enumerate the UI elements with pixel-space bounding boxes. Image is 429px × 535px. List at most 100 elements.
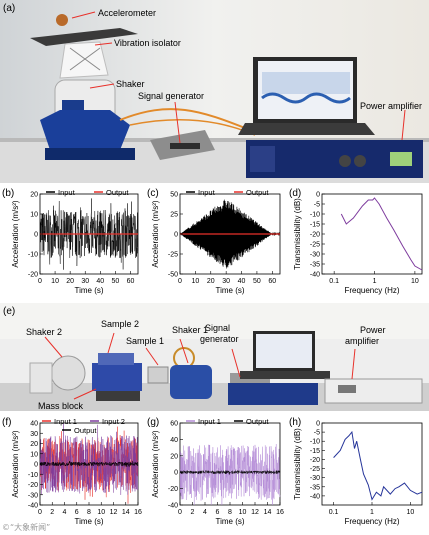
photo-a-illustration <box>0 0 429 183</box>
y-tick-label: 0 <box>316 421 320 428</box>
y-axis-label: Acceleration (m/s²) <box>151 200 160 267</box>
x-tick-label: 30 <box>81 278 89 285</box>
panel-label-h: (h) <box>289 417 301 428</box>
y-tick-label: 40 <box>170 437 178 444</box>
x-axis-label: Time (s) <box>215 286 244 295</box>
x-tick-label: 10 <box>191 278 199 285</box>
y-tick-label: 60 <box>170 421 178 428</box>
x-tick-label: 10 <box>51 278 59 285</box>
y-tick-label: -30 <box>28 492 38 499</box>
panel-label-b: (b) <box>2 188 14 199</box>
x-tick-label: 6 <box>75 509 79 516</box>
callout-shaker-1: Shaker 1 <box>172 325 209 335</box>
x-tick-label: 20 <box>66 278 74 285</box>
x-axis-label: Time (s) <box>215 517 244 526</box>
chart-g: (g) 0 2 4 6 8 10 12 14 16 -40 -20 0 20 40 60 Time (s) Acc… <box>147 417 284 526</box>
chart-d: (d) 0.1 1 10 -40 -35 -30 -25 -20 -15 -10 -5 0 Frequen… <box>289 188 423 295</box>
y-axis-label: Transmissibility (dB) <box>293 428 302 500</box>
legend-label: Output <box>106 188 129 197</box>
plot-frame <box>321 193 423 275</box>
panel-label-e: (e) <box>3 306 16 317</box>
x-tick-label: 0 <box>178 509 182 516</box>
x-tick-label: 60 <box>268 278 276 285</box>
y-tick-label: -50 <box>168 272 178 279</box>
x-tick-label: 0 <box>38 509 42 516</box>
x-tick-label: 2 <box>50 509 54 516</box>
chart-c: (c) 0 10 20 30 40 50 60 -50 -25 0 25 50 Time (s) Accel… <box>147 188 281 295</box>
x-tick-label: 40 <box>238 278 246 285</box>
photo-panel-e: (e) Shaker 2 Sample 2 Sample 1 Shaker 1 … <box>0 303 429 411</box>
y-tick-label: 20 <box>30 192 38 199</box>
y-tick-label: -20 <box>28 272 38 279</box>
x-axis-label: Frequency (Hz) <box>344 517 399 526</box>
legend-label: Input <box>198 188 216 197</box>
callout-generator: generator <box>200 334 239 344</box>
x-tick-label: 6 <box>216 509 220 516</box>
y-tick-label: -30 <box>310 475 320 482</box>
y-tick-label: -40 <box>310 493 320 500</box>
series-input-1 <box>179 443 281 506</box>
x-tick-label: 10 <box>97 509 105 516</box>
callout-amplifier: amplifier <box>345 336 380 346</box>
x-tick-label: 0.1 <box>329 278 339 285</box>
x-tick-label: 16 <box>134 509 142 516</box>
y-tick-label: -25 <box>168 252 178 259</box>
y-tick-label: -20 <box>310 232 320 239</box>
y-tick-label: -40 <box>168 503 178 510</box>
x-tick-label: 4 <box>63 509 67 516</box>
x-tick-label: 0.1 <box>329 509 339 516</box>
y-tick-label: 25 <box>170 212 178 219</box>
x-axis-label: Frequency (Hz) <box>344 286 399 295</box>
callout-sample-2: Sample 2 <box>101 319 140 329</box>
panel-label-f: (f) <box>2 417 11 428</box>
y-tick-label: -25 <box>310 242 320 249</box>
y-axis-label: Acceleration (m/s²) <box>11 430 20 497</box>
x-tick-label: 1 <box>370 509 374 516</box>
callout-shaker-2: Shaker 2 <box>26 327 63 337</box>
callout-mass-block: Mass block <box>38 401 84 411</box>
series-0 <box>340 197 423 271</box>
y-tick-label: 0 <box>34 462 38 469</box>
y-tick-label: -20 <box>28 482 38 489</box>
x-tick-label: 0 <box>178 278 182 285</box>
x-tick-label: 40 <box>96 278 104 285</box>
x-tick-label: 20 <box>207 278 215 285</box>
y-tick-label: -5 <box>314 430 320 437</box>
x-tick-label: 4 <box>203 509 207 516</box>
legend-label: Output <box>246 188 269 197</box>
legend-label: Input 2 <box>102 417 125 426</box>
y-tick-label: 50 <box>170 192 178 199</box>
x-tick-label: 1 <box>373 278 377 285</box>
panel-label-a: (a) <box>3 3 16 14</box>
callout-sample-1: Sample 1 <box>126 336 165 346</box>
callout-accelerometer: Accelerometer <box>98 8 157 18</box>
legend-label: Input <box>58 188 76 197</box>
callout-signal-generator: Signal generator <box>138 91 205 101</box>
series-output <box>179 469 281 475</box>
legend-label: Input 1 <box>198 417 221 426</box>
y-tick-label: 0 <box>34 232 38 239</box>
y-axis-label: Acceleration (m/s²) <box>11 200 20 267</box>
x-tick-label: 2 <box>191 509 195 516</box>
x-tick-label: 10 <box>407 509 415 516</box>
x-tick-label: 10 <box>239 509 247 516</box>
x-tick-label: 30 <box>222 278 230 285</box>
x-tick-label: 14 <box>122 509 130 516</box>
x-tick-label: 14 <box>264 509 272 516</box>
x-tick-label: 60 <box>127 278 135 285</box>
photo-e-illustration <box>0 303 429 411</box>
x-tick-label: 12 <box>110 509 118 516</box>
watermark: ©“大象新闻” <box>2 523 51 532</box>
photo-panel-a: (a) Accelerometer Vibration isolator Sha… <box>0 0 429 183</box>
y-tick-label: 20 <box>170 453 178 460</box>
y-tick-label: -40 <box>28 503 38 510</box>
series-0 <box>333 430 423 501</box>
x-axis-label: Time (s) <box>74 517 103 526</box>
y-tick-label: -20 <box>168 486 178 493</box>
legend-label: Output <box>246 417 269 426</box>
callout-shaker: Shaker <box>116 79 145 89</box>
legend-label: Output <box>74 426 97 435</box>
y-tick-label: -10 <box>28 252 38 259</box>
y-tick-label: -15 <box>310 448 320 455</box>
panel-label-g: (g) <box>147 417 159 428</box>
